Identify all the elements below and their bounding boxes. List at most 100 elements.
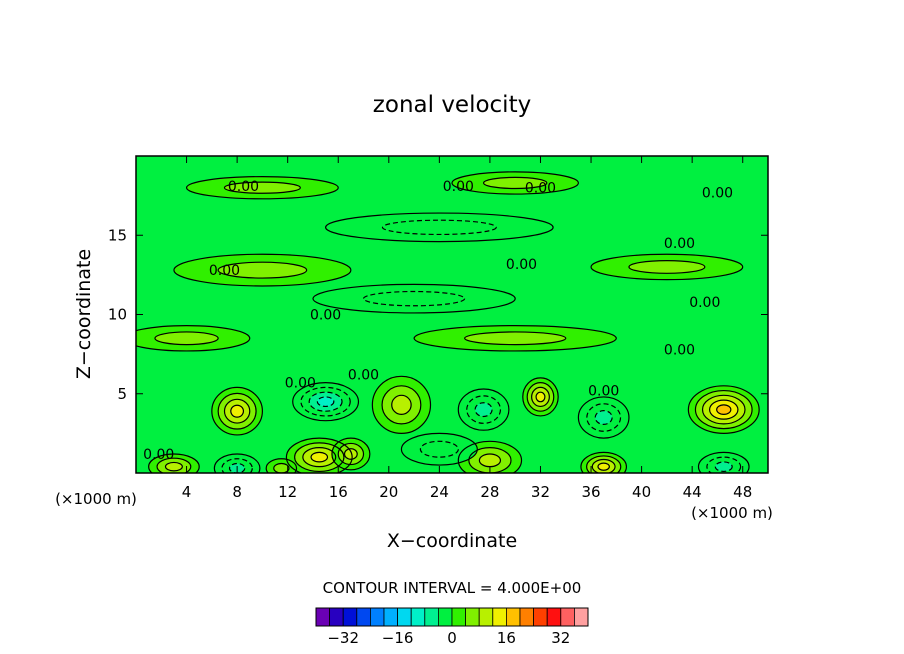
contour-line (591, 458, 616, 473)
contour-feature-lines (457, 388, 510, 431)
contour-line (590, 253, 744, 281)
x-tick-label: 16 (329, 483, 348, 501)
y-tick-label: 15 (108, 226, 127, 244)
contour-feature-lines (687, 385, 760, 434)
contour-line (230, 404, 245, 418)
x-tick-label: 48 (733, 483, 752, 501)
contour-feature-lines (580, 451, 628, 473)
contour-line (217, 392, 257, 430)
contour-feature-lines (211, 386, 263, 436)
contour-band (344, 448, 358, 460)
contour-band (420, 441, 459, 458)
x-tick-label: 36 (581, 483, 600, 501)
contour-line (628, 260, 706, 274)
contour-line (331, 437, 371, 471)
colorbar-swatch (451, 607, 467, 627)
contour-line (381, 219, 497, 236)
x-tick-label: 24 (430, 483, 449, 501)
colorbar-swatch (424, 607, 439, 627)
colorbar-tick-label: 0 (447, 629, 457, 647)
contour-line (265, 458, 298, 473)
colorbar-frame (315, 607, 589, 627)
contour-line (308, 391, 343, 412)
contour-line (483, 176, 548, 190)
contour-band (628, 260, 705, 274)
contour-feature-lines (292, 382, 360, 422)
contour-line (419, 440, 459, 458)
x-tick-label: 12 (278, 483, 297, 501)
contour-feature (312, 284, 516, 313)
contour-feature (331, 438, 370, 470)
contour-label: 0.00 (506, 257, 537, 273)
x-tick-label: 20 (379, 483, 398, 501)
contour-line (716, 404, 732, 415)
x-tick-label: 44 (683, 483, 702, 501)
contour-line (136, 324, 251, 352)
contour-label: 0.00 (310, 308, 341, 324)
contour-feature (292, 382, 359, 421)
contour-feature-lines (324, 212, 554, 243)
contour-band (464, 331, 566, 345)
contour-lines (136, 171, 760, 473)
contour-band (715, 461, 733, 472)
contour-band (154, 331, 219, 345)
colorbar-swatch (574, 607, 589, 627)
contour-line (580, 451, 628, 473)
colorbar-swatch (478, 607, 494, 627)
contour-band (311, 452, 328, 462)
contour-line (522, 377, 559, 417)
chart-title: zonal velocity (373, 92, 531, 118)
contour-line (687, 385, 760, 434)
contour-line (526, 382, 555, 412)
contour-line (400, 432, 478, 466)
contour-feature-lines (136, 324, 251, 352)
colorbar-swatch (546, 607, 562, 627)
x-tick-label: 40 (632, 483, 651, 501)
contour-line (285, 437, 353, 473)
contour-label: 0.00 (525, 181, 556, 197)
contour-line (154, 331, 219, 346)
contour-band (363, 291, 465, 306)
contour-line (597, 462, 610, 471)
contour-labels: 0.00 0.00 0.00 0.00 0.00 0.00 0.00 0.00 0.00 0.00… (143, 179, 733, 463)
contour-line (474, 402, 493, 418)
contour-feature-lines (577, 396, 630, 439)
contour-label: 0.00 (443, 179, 474, 195)
contour-feature (136, 325, 250, 351)
colorbar-swatch (342, 607, 358, 627)
contour-feature (211, 387, 263, 435)
contour-line (324, 212, 554, 243)
contour-line (211, 386, 263, 436)
contour-line (217, 261, 308, 279)
contour-line (312, 283, 516, 314)
contour-band (483, 177, 547, 189)
colorbar-tick-label: 16 (497, 629, 516, 647)
x-tick-label: 8 (232, 483, 242, 501)
contour-line (706, 456, 742, 473)
contour-feature (186, 176, 339, 199)
contour-feature-lines (312, 283, 516, 314)
contour-line (451, 171, 580, 195)
contour-line (535, 391, 546, 403)
y-tick-label: 5 (117, 385, 127, 403)
contour-band (273, 463, 289, 473)
contour-feature (452, 171, 579, 195)
y-axis-label: Z−coordinate (73, 249, 95, 379)
contour-feature-lines (697, 451, 750, 473)
contour-feature (173, 254, 351, 286)
contour-feature (578, 396, 629, 439)
contour-line (337, 442, 365, 466)
y-axis: 5 10 15 (108, 226, 768, 403)
contour-line (223, 181, 301, 194)
contour-band (317, 396, 334, 407)
colorbar-swatch (329, 607, 344, 627)
contour-feature-lines (173, 253, 352, 287)
contour-band (230, 405, 244, 418)
contour-line (213, 453, 261, 473)
contour-band (218, 262, 307, 279)
contour-feature-lines (185, 176, 339, 200)
colorbar-swatch (465, 607, 480, 627)
x-axis: 4 8 12 16 20 24 28 32 36 40 44 48 (182, 156, 752, 501)
contour-line (302, 447, 337, 468)
